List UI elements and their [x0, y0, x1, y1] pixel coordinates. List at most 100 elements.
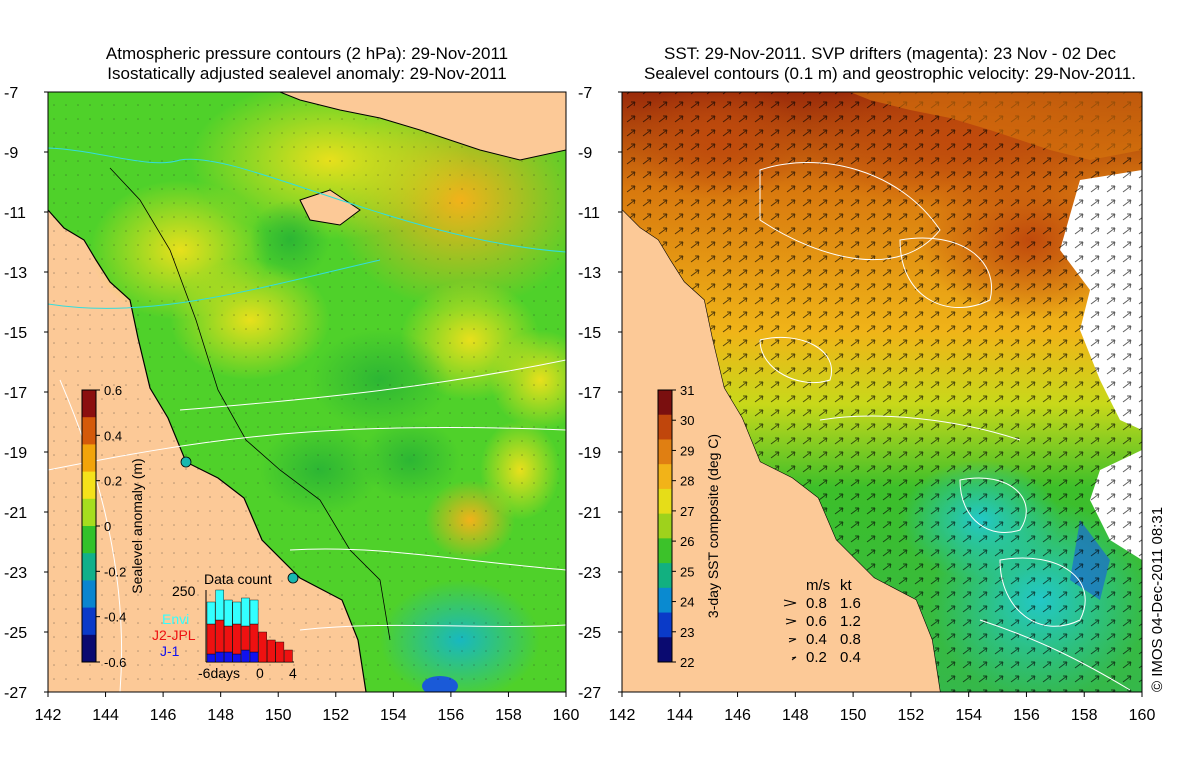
- colorbar-tick-label: -0.6: [104, 655, 126, 670]
- data-count-bar: [249, 599, 259, 625]
- y-tick-label: -13: [4, 265, 27, 282]
- data-count-bar: [241, 649, 250, 663]
- data-count-xlabel-start: -6days: [198, 665, 240, 681]
- x-tick-label: 154: [955, 707, 982, 724]
- data-count-bar: [206, 601, 216, 625]
- colorbar-segment: [658, 637, 672, 663]
- left-colorbar: 0.6 0.4 0.2 0 -0.2 -0.4 -0.6 Sealevel anomaly …: [81, 383, 145, 670]
- y-tick-label: -7: [4, 85, 18, 102]
- colorbar-segment: [82, 607, 96, 636]
- data-count-bar: [241, 597, 250, 627]
- x-tick-label: 154: [380, 707, 407, 724]
- x-tick-label: 142: [609, 707, 636, 724]
- y-tick-label: -19: [4, 445, 27, 462]
- velocity-kt-value: 0.8: [840, 631, 861, 648]
- colorbar-tick-label: 22: [680, 655, 694, 670]
- colorbar-tick-label: 25: [680, 564, 694, 579]
- velocity-ms-value: 0.6: [806, 613, 827, 630]
- y-tick-label: -15: [578, 325, 601, 342]
- velocity-ms-value: 0.4: [806, 631, 827, 648]
- colorbar-tick-label: 23: [680, 625, 694, 640]
- right-map: [622, 92, 1142, 692]
- y-tick-label: -11: [578, 205, 600, 222]
- colorbar-tick-label: 0: [104, 519, 111, 534]
- y-tick-label: -9: [578, 145, 592, 162]
- colorbar-segment: [82, 526, 96, 554]
- colorbar-segment: [658, 538, 672, 564]
- data-count-bar: [223, 625, 233, 653]
- right-land-north: [850, 92, 1142, 160]
- right-title-line1: SST: 29-Nov-2011. SVP drifters (magenta)…: [664, 44, 1116, 63]
- right-colorbar: 31 30 29 28 27 26 25 24 23 22 3-day SST composite…: [657, 383, 721, 670]
- data-count-bar: [267, 639, 276, 663]
- tide-gauge-marker: [287, 572, 299, 584]
- x-tick-label: 158: [1071, 707, 1098, 724]
- y-tick-label: -25: [578, 625, 601, 642]
- colorbar-segment: [658, 414, 672, 440]
- data-count-bar: [284, 649, 293, 663]
- left-title-line1: Atmospheric pressure contours (2 hPa): 2…: [105, 44, 509, 63]
- velocity-kt-value: 1.6: [840, 595, 861, 612]
- colorbar-segment: [82, 444, 96, 473]
- data-count-title: Data count: [204, 571, 272, 587]
- left-map: [48, 92, 566, 692]
- x-tick-label: 158: [495, 707, 522, 724]
- data-count-ymax: 250: [172, 583, 196, 599]
- colorbar-segment: [658, 513, 672, 539]
- right-title-line2: Sealevel contours (0.1 m) and geostrophi…: [644, 64, 1136, 83]
- colorbar-segment: [82, 634, 96, 663]
- x-tick-label: 148: [782, 707, 809, 724]
- colorbar-segment: [658, 439, 672, 465]
- x-tick-label: 156: [1013, 707, 1040, 724]
- data-count-bar: [249, 651, 259, 663]
- colorbar-tick-label: 24: [680, 595, 694, 610]
- x-tick-label: 142: [35, 707, 62, 724]
- colorbar-segment: [82, 417, 96, 445]
- legend-j1: J-1: [160, 643, 180, 659]
- colorbar-tick-label: 28: [680, 474, 694, 489]
- data-count-bar: [215, 589, 224, 621]
- velocity-legend: m/s kt 0.8 1.60.6 1.20.4 0.80.2 0.4: [783, 577, 861, 666]
- colorbar-tick-label: -0.2: [104, 564, 126, 579]
- colorbar-segment: [82, 498, 96, 527]
- imos-credit: © IMOS 04-Dec-2011 08:31: [1149, 507, 1166, 692]
- x-tick-label: 146: [150, 707, 177, 724]
- y-tick-label: -15: [4, 325, 27, 342]
- left-x-axis: 142 144 146 148 150 152 154 156 158 160: [35, 692, 579, 724]
- left-title-line2: Isostatically adjusted sealevel anomaly:…: [107, 64, 507, 83]
- velocity-arrow-icon: [791, 656, 797, 661]
- data-count-inset: Data count 250 Envi J2-JPL J-1 -6days 0 …: [152, 571, 297, 681]
- velocity-legend-header-kt: kt: [840, 577, 853, 594]
- data-count-bar: [215, 619, 224, 653]
- data-count-bar: [232, 623, 242, 655]
- data-count-bar: [223, 651, 233, 663]
- colorbar-segment: [82, 553, 96, 581]
- colorbar-tick-label: -0.4: [104, 610, 126, 625]
- x-tick-label: 152: [322, 707, 349, 724]
- y-tick-label: -9: [4, 145, 18, 162]
- data-count-bar: [258, 631, 267, 663]
- colorbar-segment: [658, 587, 672, 614]
- right-colorbar-label: 3-day SST composite (deg C): [705, 434, 721, 618]
- colorbar-tick-label: 0.6: [104, 383, 122, 398]
- colorbar-tick-label: 0.2: [104, 474, 122, 489]
- x-tick-label: 144: [666, 707, 693, 724]
- data-count-bar: [232, 653, 242, 663]
- colorbar-tick-label: 30: [680, 413, 694, 428]
- y-tick-label: -11: [4, 205, 26, 222]
- colorbar-segment: [658, 563, 672, 589]
- colorbar-segment: [658, 390, 672, 416]
- y-tick-label: -23: [4, 565, 27, 582]
- x-tick-label: 150: [265, 707, 292, 724]
- x-tick-label: 144: [92, 707, 119, 724]
- y-tick-label: -23: [578, 565, 601, 582]
- velocity-arrow-icon: [788, 638, 797, 643]
- y-tick-label: -27: [4, 685, 27, 702]
- x-tick-label: 146: [724, 707, 751, 724]
- velocity-arrow-icon: [783, 599, 797, 607]
- data-count-bar: [206, 623, 216, 655]
- velocity-kt-value: 0.4: [840, 649, 861, 666]
- y-tick-label: -27: [578, 685, 601, 702]
- y-tick-label: -25: [4, 625, 27, 642]
- colorbar-segment: [658, 612, 672, 638]
